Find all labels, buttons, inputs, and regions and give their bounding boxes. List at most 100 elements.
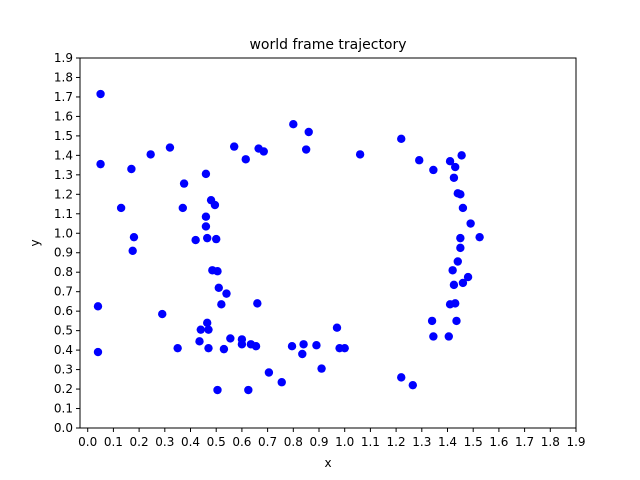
data-point [204,325,213,334]
data-point [340,343,349,353]
y-tick-label: 1.8 [54,70,73,84]
data-point [397,134,406,144]
data-point [449,173,459,182]
y-tick-label: 0.8 [54,265,73,279]
data-point [203,233,212,243]
data-point [241,155,250,164]
x-tick-label: 1.7 [515,435,534,449]
data-point [456,190,465,199]
data-point [298,349,307,359]
x-tick-label: 0.5 [207,435,226,449]
x-tick-label: 1.3 [412,435,431,449]
data-point [178,203,187,213]
x-tick-label: 0.9 [309,435,328,449]
data-point [312,341,321,350]
y-tick-label: 1.5 [54,129,73,143]
y-tick-label: 1.3 [54,168,73,182]
data-point [93,347,103,357]
data-point [456,243,465,253]
data-point [449,280,459,290]
y-axis-label: y [28,239,42,246]
data-point [237,340,247,349]
data-point [445,300,455,309]
data-point [201,212,211,221]
y-tick-label: 0.7 [54,285,73,299]
data-point [458,203,468,213]
data-point [201,169,211,179]
data-point [332,323,342,332]
data-point [264,368,274,377]
data-point [146,150,155,159]
data-point [173,343,182,353]
data-point [116,203,126,213]
data-point [203,318,212,328]
y-tick-label: 0.4 [54,343,73,357]
x-tick-label: 0.1 [104,435,123,449]
x-tick-label: 0.6 [232,435,251,449]
data-point [355,150,365,159]
y-tick-label: 1.9 [54,51,73,65]
y-tick-label: 0.0 [54,421,73,435]
data-point [429,165,438,175]
data-point [128,246,137,255]
data-point [427,316,437,326]
x-tick-label: 1.4 [438,435,457,449]
data-point [201,222,211,231]
x-tick-label: 0.7 [258,435,277,449]
data-point [93,302,103,311]
x-tick-label: 0.4 [181,435,200,449]
x-tick-label: 1.9 [566,435,585,449]
data-point [251,342,261,351]
x-tick-label: 1.6 [489,435,508,449]
y-tick-label: 1.6 [54,109,73,123]
data-point [397,373,406,382]
x-axis-label: x [324,456,331,470]
data-point [226,334,235,343]
y-tick-label: 1.2 [54,187,73,201]
data-point [317,364,326,373]
data-point [466,219,475,228]
data-point [445,157,455,166]
data-point [448,266,457,275]
y-tick-label: 0.2 [54,382,73,396]
data-point [289,120,298,129]
data-point [244,385,253,395]
data-point [96,89,105,99]
data-point [213,267,222,276]
data-point [212,234,221,244]
y-tick-label: 0.3 [54,363,73,377]
x-tick-label: 1.1 [361,435,380,449]
data-point [451,162,460,172]
data-point [259,147,268,156]
data-point [214,283,223,292]
data-point [453,257,462,266]
data-point [191,235,200,245]
x-tick-label: 1.2 [387,435,406,449]
chart-title: world frame trajectory [249,37,406,53]
x-tick-label: 0.8 [284,435,303,449]
data-point [408,380,418,390]
data-point [204,343,213,353]
data-point [158,309,167,319]
y-tick-label: 1.0 [54,226,73,240]
data-point [463,272,473,282]
data-point [222,289,231,298]
x-tick-label: 0.3 [155,435,174,449]
x-axis-ticks: 0.0 0.1 0.2 0.3 0.4 0.5 0.6 0.7 0.8 0.9 1.0 1.1 1.2 1… [78,428,586,449]
data-point [475,232,484,242]
data-point [179,179,189,188]
data-point [165,143,175,152]
data-point [217,300,226,309]
data-point [429,332,438,341]
data-point [287,342,297,351]
data-point [452,316,461,326]
scatter-points [93,89,484,395]
data-point [277,378,286,387]
x-tick-label: 1.8 [541,435,560,449]
x-tick-label: 0.2 [130,435,149,449]
y-axis-ticks: 0.0 0.1 0.2 0.3 0.4 0.5 0.6 0.7 0.8 0.9 1.0 1.1 1.2 1… [54,51,80,435]
y-tick-label: 0.6 [54,304,73,318]
data-point [195,337,204,346]
data-point [96,159,105,169]
